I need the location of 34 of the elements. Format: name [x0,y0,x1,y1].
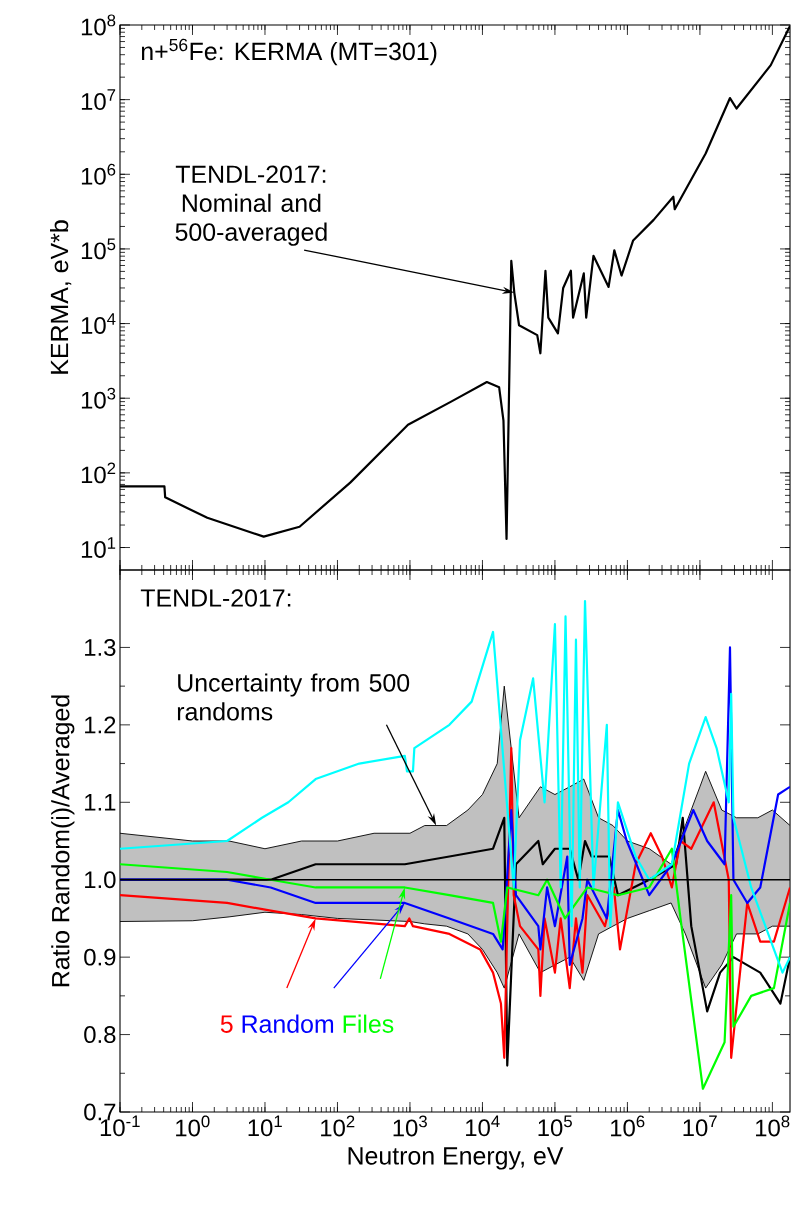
x-tick-label: 10$^{8}$ [756,1115,790,1137]
y-tick-label: 10$^{1}$ [81,537,116,558]
text: 5 [220,1015,233,1033]
y-tick-label: 10$^{2}$ [81,462,116,484]
y-tick-label: 1.3 [85,638,116,656]
y-tick-label: 10$^{5}$ [81,238,116,260]
y-tick-label: 10$^{8}$ [81,14,116,36]
y-tick-label: 1.2 [85,716,116,734]
y-tick-label: 10$^{3}$ [81,387,116,409]
x-tick-label: 10$^{0}$ [176,1115,210,1137]
annotation: TENDL-2017: [140,589,291,607]
x-tick-label: 10$^{5}$ [538,1115,572,1137]
y-tick-label: 1.0 [85,871,116,889]
y-axis-title: KERMA, eV*b [50,220,72,374]
y-tick-label: 0.7 [84,1103,116,1121]
y-tick-label: 10$^{6}$ [81,163,116,185]
x-tick-label: 10$^{3}$ [393,1115,427,1137]
x-tick-label: 10$^{1}$ [248,1115,282,1137]
y-tick-label: 0.9 [84,948,116,966]
x-tick-label: 10$^{6}$ [611,1115,645,1137]
annotation: Uncertainty from 500 randoms [177,673,410,721]
x-axis-title: Neutron Energy, eV [348,1147,564,1170]
x-tick-label: 10$^{4}$ [466,1115,500,1137]
x-tick-label: 10$^{7}$ [683,1115,717,1137]
x-tick-label: 10$^{2}$ [321,1115,355,1137]
text: n+$^{56}$Fe: KERMA (MT=301) [141,38,437,66]
annotation: TENDL-2017: Nominal and 500-averaged [175,165,327,246]
y-tick-label: 0.8 [84,1026,116,1044]
y-tick-label: 10$^{7}$ [81,89,116,111]
y-axis-title: Ratio Random(i)/Averaged [51,695,75,987]
text: Random [242,1014,334,1033]
text: Files [343,1014,394,1033]
y-tick-label: 1.1 [85,794,116,811]
y-tick-label: 10$^{4}$ [81,313,116,334]
